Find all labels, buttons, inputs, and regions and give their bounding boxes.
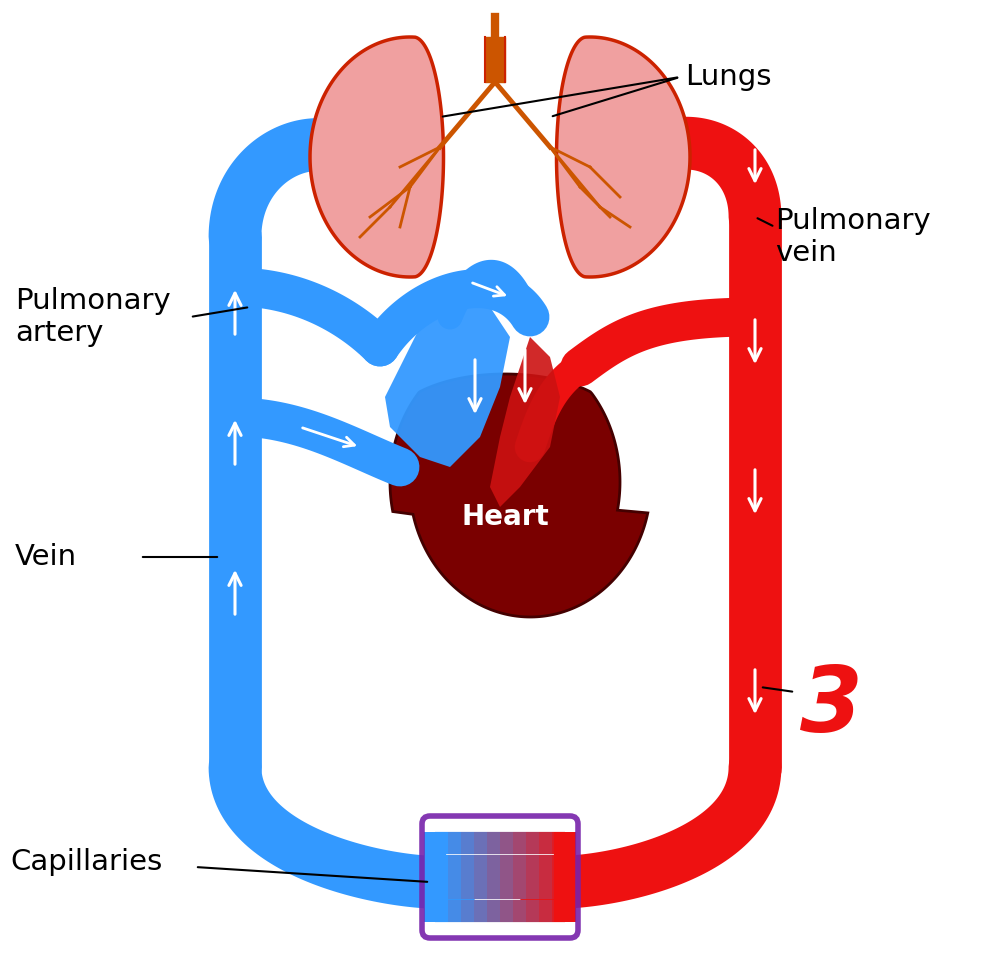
Text: Heart: Heart xyxy=(461,503,549,531)
Polygon shape xyxy=(385,297,510,467)
Text: Pulmonary
artery: Pulmonary artery xyxy=(15,287,171,347)
Text: Pulmonary
vein: Pulmonary vein xyxy=(775,207,931,267)
Text: Vein: Vein xyxy=(15,543,77,571)
Polygon shape xyxy=(485,37,505,82)
Polygon shape xyxy=(490,337,560,507)
Polygon shape xyxy=(557,37,690,277)
Text: Lungs: Lungs xyxy=(685,63,772,91)
Polygon shape xyxy=(310,37,444,277)
Text: Capillaries: Capillaries xyxy=(10,848,162,876)
Text: 3: 3 xyxy=(800,663,863,751)
Polygon shape xyxy=(390,374,648,617)
